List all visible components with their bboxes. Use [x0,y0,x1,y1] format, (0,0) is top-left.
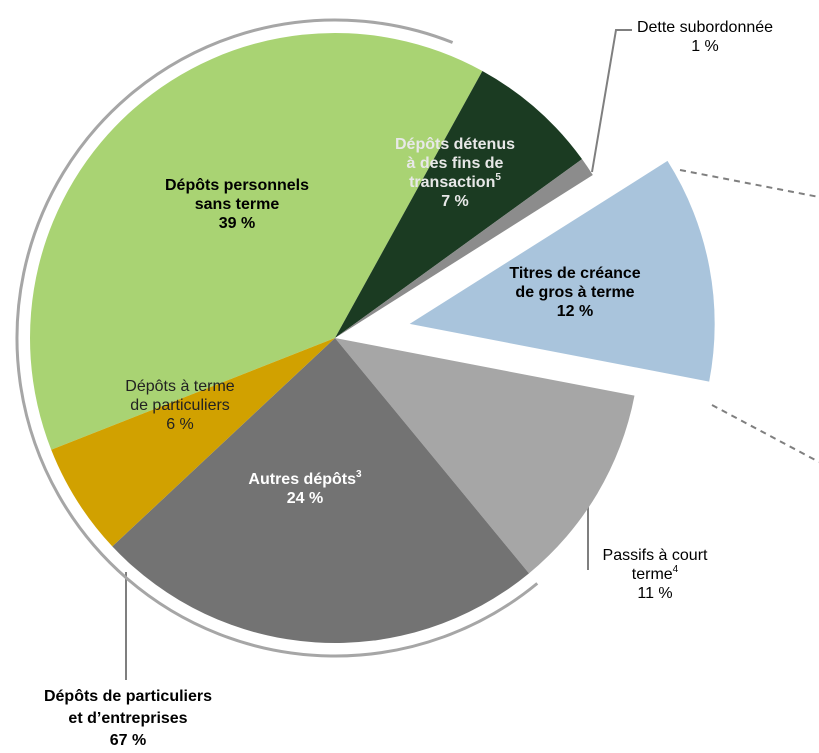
group-label: et d’entreprises [68,710,187,727]
slice-label: Dépôts personnels [165,177,309,194]
slice-label: Autres dépôts3 [248,469,362,488]
slice-value-label: 11 % [637,585,672,602]
slice-label: Dette subordonnée [637,19,773,36]
pie-slice [335,70,583,338]
slice-value-label: 7 % [441,193,469,210]
slice-label: de gros à terme [515,284,634,301]
pie-slice [30,32,483,450]
slice-label: Dépôts détenus [395,136,515,153]
zoom-line [711,404,819,463]
footnote: 4 [673,564,679,575]
footnote: 3 [356,469,362,480]
slice-label: terme4 [632,564,679,583]
slice-value-label: 1 % [691,38,719,55]
slice-value-label: 24 % [287,490,323,507]
group-bracket [15,18,539,658]
slice-label: Passifs à court [603,547,708,564]
pie-slice [409,160,715,382]
slice-value-label: 39 % [219,215,255,232]
slice-value-label: 12 % [557,303,593,320]
group-value-label: 67 % [110,732,146,749]
pie-slice [51,338,335,547]
footnote: 5 [495,172,501,183]
slice-label: Dépôts à terme [125,378,234,395]
slice-label: sans terme [195,196,280,213]
pie-slice [112,338,530,643]
slice-label: de particuliers [130,397,230,414]
slice-label: à des fins de [407,155,504,172]
slice-value-label: 6 % [166,416,194,433]
zoom-line [679,169,819,198]
leader-line [591,29,632,173]
group-label: Dépôts de particuliers [44,688,212,705]
pie-slice [335,338,635,574]
pie-slice [335,159,593,338]
slice-label: transaction5 [409,172,501,191]
slice-label: Titres de créance [509,265,640,282]
